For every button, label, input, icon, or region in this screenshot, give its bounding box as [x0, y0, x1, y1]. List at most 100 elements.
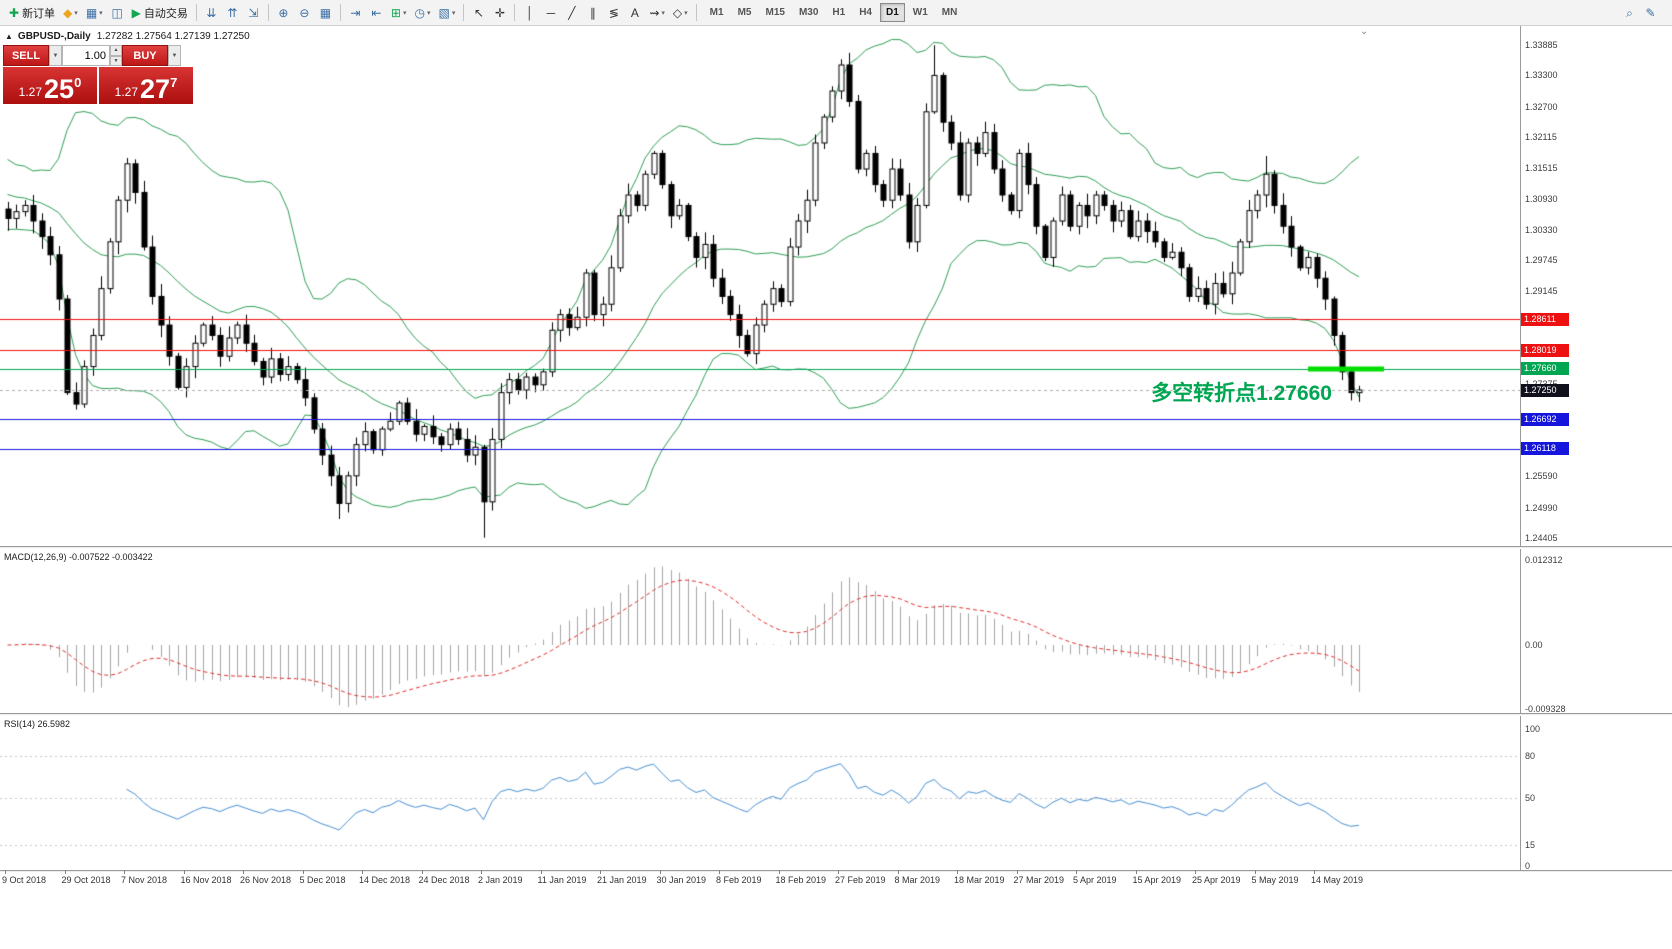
zoom-in-button[interactable]: ⊕	[273, 2, 294, 23]
price-axis-label: 1.24405	[1525, 532, 1558, 543]
volume-input[interactable]	[62, 45, 110, 66]
shapes-button-icon: ◇	[672, 5, 683, 20]
time-axis-tick	[838, 870, 839, 874]
chart-shift-button[interactable]: ⇤	[366, 2, 387, 23]
panel-collapse-icon[interactable]: ▲	[5, 32, 13, 41]
toolbar-separator	[339, 4, 341, 21]
macd-panel-canvas[interactable]	[0, 549, 1520, 713]
time-axis-tick	[897, 870, 899, 874]
timeframe-button-M5[interactable]: M5	[737, 7, 752, 18]
arrows-button-dropdown-icon[interactable]: ▾	[661, 9, 665, 17]
trendline-button[interactable]: ╱	[561, 2, 582, 23]
time-axis-tick	[64, 870, 66, 874]
horizontal-line-button[interactable]: ─	[540, 2, 561, 23]
toolbar-separator	[514, 4, 516, 21]
fibonacci-button-icon: ≶	[608, 5, 619, 20]
macd-axis-label: 0.012312	[1525, 555, 1563, 566]
new-order-button[interactable]: ✚ 新订单	[5, 2, 59, 23]
time-axis-label: 5 Dec 2018	[299, 875, 346, 885]
time-axis-tick	[1135, 870, 1137, 874]
tile-windows-button[interactable]: ⇊	[201, 2, 222, 23]
timeframe-button-H1[interactable]: H1	[832, 7, 846, 18]
text-button[interactable]: A	[624, 2, 645, 23]
time-axis-tick	[1076, 870, 1077, 874]
time-axis-label: 11 Jan 2019	[537, 875, 587, 885]
text-button-icon: A	[630, 5, 639, 20]
periods-button-icon: ◷	[414, 5, 425, 20]
chart-symbol-label: GBPUSD-,Daily	[17, 31, 91, 42]
grid-button[interactable]: ▦	[315, 2, 336, 23]
timeframe-button-W1[interactable]: W1	[912, 7, 928, 18]
time-axis-label: 14 Dec 2018	[359, 875, 411, 885]
panel-separator[interactable]	[0, 713, 1672, 716]
buy-options-dropdown[interactable]: ▼	[168, 45, 181, 66]
time-axis-label: 26 Nov 2018	[240, 875, 292, 885]
price-level-badge: 1.26118	[1521, 442, 1569, 456]
templates-button[interactable]: ▧ ▾	[434, 2, 459, 23]
profiles-button-dropdown-icon[interactable]: ▾	[99, 9, 103, 17]
time-axis-label: 27 Feb 2019	[835, 875, 886, 885]
sell-options-dropdown[interactable]: ▼	[49, 45, 62, 66]
buy-price-display[interactable]: 1.27 27 7	[99, 67, 193, 104]
autotrading-button-icon: ▶	[131, 5, 141, 20]
time-axis-tick	[481, 870, 482, 874]
periods-button[interactable]: ◷ ▾	[410, 2, 434, 23]
new-chart-button-dropdown-icon[interactable]: ▾	[74, 9, 78, 17]
price-level-badge: 1.27250	[1521, 383, 1569, 397]
price-axis-line	[1520, 26, 1521, 872]
time-axis-tick	[659, 870, 661, 874]
zoom-out-button[interactable]: ⊖	[294, 2, 315, 23]
timeframe-button-M30[interactable]: M30	[798, 7, 819, 18]
buy-button[interactable]: BUY	[122, 45, 168, 66]
time-axis-tick	[540, 870, 542, 874]
metaeditor-button[interactable]: ✎	[1640, 2, 1661, 23]
buy-price-prefix: 1.27	[114, 85, 139, 99]
price-axis-label: 1.24990	[1525, 502, 1558, 513]
autoscroll-button[interactable]: ⇥	[345, 2, 366, 23]
autotrading-button[interactable]: ▶ 自动交易	[128, 2, 192, 23]
indicators-button[interactable]: ⊞ ▾	[387, 2, 411, 23]
sell-price-display[interactable]: 1.27 25 0	[3, 67, 97, 104]
panel-separator[interactable]	[0, 546, 1672, 549]
arrows-button[interactable]: ⇝ ▾	[645, 2, 669, 23]
time-axis-separator	[0, 870, 1672, 872]
new-chart-button[interactable]: ◆ ▾	[59, 2, 82, 23]
cascade-windows-button[interactable]: ⇈	[222, 2, 243, 23]
indicators-button-icon: ⊞	[390, 5, 401, 20]
cursor-button[interactable]: ↖	[468, 2, 489, 23]
periods-button-dropdown-icon[interactable]: ▾	[426, 9, 431, 17]
time-axis: 9 Oct 2018 29 Oct 2018 7 Nov 2018 16 Nov 20…	[0, 870, 1520, 888]
arrows-button-icon: ⇝	[649, 5, 660, 20]
trade-price-row: 1.27 25 0 1.27 27 7	[3, 67, 193, 104]
volume-down-icon[interactable]: ▼	[110, 55, 122, 66]
timeframe-button-MN[interactable]: MN	[941, 7, 958, 18]
templates-button-dropdown-icon[interactable]: ▾	[451, 9, 456, 17]
rsi-panel-canvas[interactable]	[0, 716, 1520, 870]
crosshair-button[interactable]: ✛	[489, 2, 510, 23]
time-axis-label: 5 May 2019	[1251, 875, 1299, 885]
fibonacci-button[interactable]: ≶	[603, 2, 624, 23]
time-axis-label: 24 Dec 2018	[418, 875, 470, 885]
channel-button[interactable]: ∥	[582, 2, 603, 23]
shapes-button-dropdown-icon[interactable]: ▾	[684, 9, 688, 17]
profiles-button[interactable]: ▦ ▾	[82, 2, 107, 23]
time-axis-tick	[1195, 870, 1196, 874]
timeframe-button-M15[interactable]: M15	[765, 7, 785, 18]
shapes-button[interactable]: ◇ ▾	[669, 2, 692, 23]
marketwatch-button-icon: ◫	[111, 5, 123, 20]
search-button[interactable]: ⌕	[1619, 2, 1640, 23]
timeframe-button-D1[interactable]: D1	[879, 3, 905, 22]
price-chart-canvas[interactable]	[0, 26, 1520, 546]
price-axis-label: 1.33300	[1525, 70, 1558, 81]
volume-up-icon[interactable]: ▲	[110, 45, 122, 56]
timeframe-button-M1[interactable]: M1	[709, 7, 724, 18]
time-axis-label: 14 May 2019	[1311, 875, 1364, 885]
timeframe-button-H4[interactable]: H4	[859, 7, 872, 18]
chart-annotation-text: 多空转折点1.27660	[1151, 382, 1332, 405]
sell-button[interactable]: SELL	[3, 45, 49, 66]
arrange-windows-button[interactable]: ⇲	[243, 2, 264, 23]
marketwatch-button[interactable]: ◫	[107, 2, 128, 23]
vertical-line-button[interactable]: │	[519, 2, 540, 23]
rsi-axis-label: 15	[1525, 840, 1536, 851]
indicators-button-dropdown-icon[interactable]: ▾	[402, 9, 407, 17]
